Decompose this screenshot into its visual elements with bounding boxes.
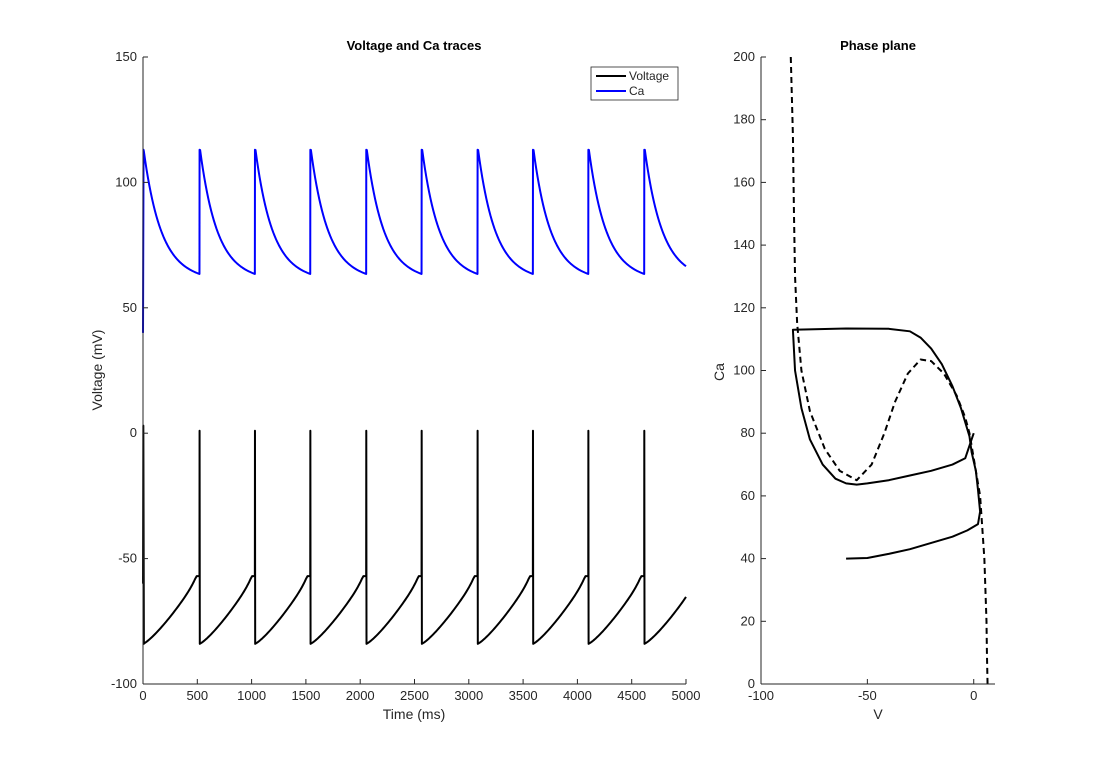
right-y-tick-label: 200	[733, 49, 755, 64]
left-x-tick-label: 1000	[237, 688, 266, 703]
left-x-tick-label: 3500	[509, 688, 538, 703]
left-chart-title: Voltage and Ca traces	[347, 38, 482, 53]
right-y-tick-label: 120	[733, 300, 755, 315]
right-y-axis-label: Ca	[711, 363, 727, 381]
right-x-tick-label: 0	[970, 688, 977, 703]
left-series-group	[142, 148, 687, 645]
right-y-tick-label: 180	[733, 112, 755, 127]
left-x-tick-label: 4000	[563, 688, 592, 703]
left-y-tick-label: -50	[118, 551, 137, 566]
left-x-axis-label: Time (ms)	[383, 706, 445, 722]
right-y-tick-label: 60	[741, 488, 755, 503]
right-plot-area	[761, 57, 995, 684]
voltage-ca-panel: 0 500 1000 1500 2000 2500 3000 3500 4000 4500 5000…	[89, 38, 700, 722]
right-y-tick-label: 160	[733, 174, 755, 189]
left-y-tick-label: 50	[123, 300, 137, 315]
left-x-tick-label: 3000	[454, 688, 483, 703]
right-y-tick-label: 20	[741, 613, 755, 628]
trajectory-solid-line	[791, 327, 982, 560]
right-y-tick-label: 80	[741, 425, 755, 440]
phase-plane-panel: -100 -50 0 0 20 40 60 80 100 120 140 160 180 200 Pha…	[711, 38, 995, 722]
left-y-tick-label: 150	[115, 49, 137, 64]
legend: Voltage Ca	[590, 66, 679, 101]
left-y-ticks: -100 -50 0 50 100 150	[111, 49, 148, 691]
nullcline-dashed-line	[789, 56, 989, 685]
right-y-tick-label: 100	[733, 363, 755, 378]
right-y-tick-label: 0	[748, 676, 755, 691]
right-y-ticks: 0 20 40 60 80 100 120 140 160 180 200	[733, 49, 766, 691]
left-y-tick-label: -100	[111, 676, 137, 691]
left-x-tick-label: 5000	[672, 688, 701, 703]
left-y-tick-label: 100	[115, 174, 137, 189]
left-x-tick-label: 4500	[617, 688, 646, 703]
right-x-ticks: -100 -50 0	[748, 679, 977, 703]
left-x-tick-label: 0	[139, 688, 146, 703]
right-x-tick-label: -100	[748, 688, 774, 703]
left-x-ticks: 0 500 1000 1500 2000 2500 3000 3500 4000 4500 5000	[139, 679, 700, 703]
legend-voltage-label: Voltage	[629, 69, 669, 83]
right-x-tick-label: -50	[858, 688, 877, 703]
left-y-axis-label: Voltage (mV)	[89, 330, 105, 411]
legend-box	[590, 66, 679, 101]
left-plot-area	[143, 57, 686, 684]
right-y-tick-label: 140	[733, 237, 755, 252]
right-y-tick-label: 40	[741, 551, 755, 566]
ca-trace-line	[142, 148, 687, 333]
left-x-tick-label: 2000	[346, 688, 375, 703]
left-y-tick-label: 0	[130, 425, 137, 440]
right-chart-title: Phase plane	[840, 38, 916, 53]
right-x-axis-label: V	[873, 706, 883, 722]
legend-ca-label: Ca	[629, 84, 645, 98]
left-x-tick-label: 500	[186, 688, 208, 703]
left-x-tick-label: 1500	[291, 688, 320, 703]
right-series-group	[789, 56, 989, 685]
left-x-tick-label: 2500	[400, 688, 429, 703]
voltage-trace-line	[142, 424, 687, 645]
